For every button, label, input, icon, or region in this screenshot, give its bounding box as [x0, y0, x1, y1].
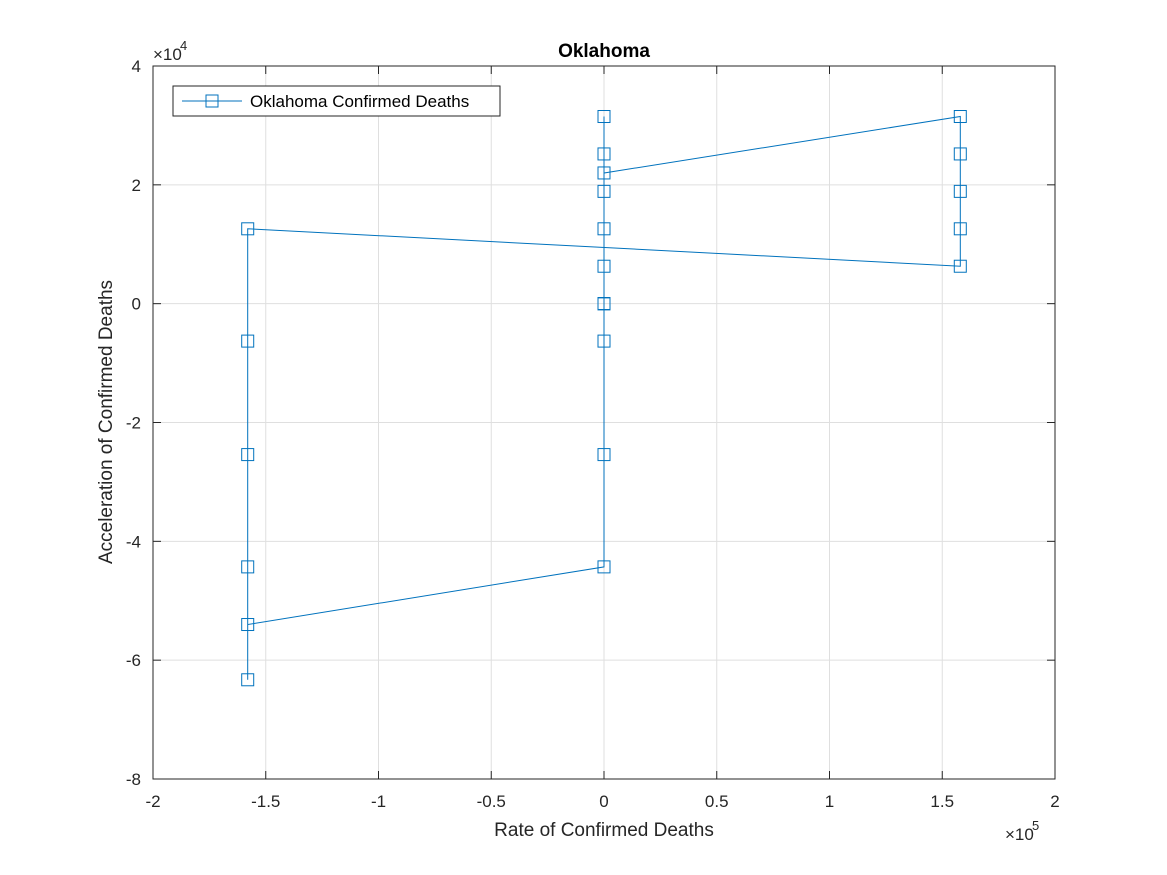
legend-marker-swatch	[205, 94, 219, 108]
x-tick-label: -1	[371, 792, 386, 811]
data-point-marker	[953, 147, 967, 161]
data-point-marker	[953, 184, 967, 198]
data-point-marker	[597, 166, 611, 180]
x-axis-ticks: -2 -1.5 -1 -0.5 0 0.5 1 1.5 2	[145, 66, 1060, 811]
data-point-marker	[597, 448, 611, 462]
x-exponent-base: ×10	[1005, 825, 1034, 844]
y-tick-label: 2	[132, 176, 141, 195]
data-point-marker	[597, 110, 611, 124]
chart-title: Oklahoma	[558, 41, 650, 62]
y-tick-label: -2	[126, 414, 141, 433]
y-exponent-power: 4	[180, 38, 187, 53]
data-point-marker	[953, 110, 967, 124]
y-tick-label: -8	[126, 770, 141, 789]
x-exponent-power: 5	[1032, 818, 1039, 833]
data-point-marker	[597, 147, 611, 161]
y-axis-label: Acceleration of Confirmed Deaths	[96, 280, 117, 564]
y-tick-label: 0	[132, 295, 141, 314]
data-point-marker	[241, 618, 255, 632]
data-point-marker	[241, 334, 255, 348]
x-tick-label: 1.5	[930, 792, 954, 811]
data-point-marker	[241, 222, 255, 236]
data-point-marker	[597, 297, 611, 311]
data-point-marker	[953, 259, 967, 273]
data-point-marker	[241, 560, 255, 574]
x-axis-exponent: ×10 5	[1005, 818, 1039, 844]
x-tick-label: -0.5	[477, 792, 506, 811]
y-tick-label: -6	[126, 651, 141, 670]
y-tick-label: 4	[132, 57, 141, 76]
x-tick-label: -1.5	[251, 792, 280, 811]
data-point-marker	[953, 222, 967, 236]
data-point-marker	[241, 448, 255, 462]
x-tick-label: 2	[1050, 792, 1059, 811]
y-axis-exponent: ×10 4	[153, 38, 187, 64]
data-point-marker	[597, 222, 611, 236]
data-point-marker	[597, 259, 611, 273]
legend-series-label: Oklahoma Confirmed Deaths	[250, 92, 469, 111]
y-axis-ticks: -8 -6 -4 -2 0 2 4	[126, 57, 1055, 789]
x-tick-label: 1	[825, 792, 834, 811]
data-point-marker	[241, 673, 255, 687]
data-point-marker	[597, 334, 611, 348]
legend: Oklahoma Confirmed Deaths	[172, 85, 501, 117]
series-line	[247, 115, 961, 680]
series-layer	[241, 110, 967, 687]
x-tick-label: 0	[599, 792, 608, 811]
x-tick-label: 0.5	[705, 792, 729, 811]
data-point-marker	[597, 184, 611, 198]
x-axis-label: Rate of Confirmed Deaths	[494, 820, 714, 841]
y-exponent-base: ×10	[153, 45, 182, 64]
y-tick-label: -4	[126, 532, 141, 551]
data-point-marker	[597, 560, 611, 574]
x-tick-label: -2	[145, 792, 160, 811]
